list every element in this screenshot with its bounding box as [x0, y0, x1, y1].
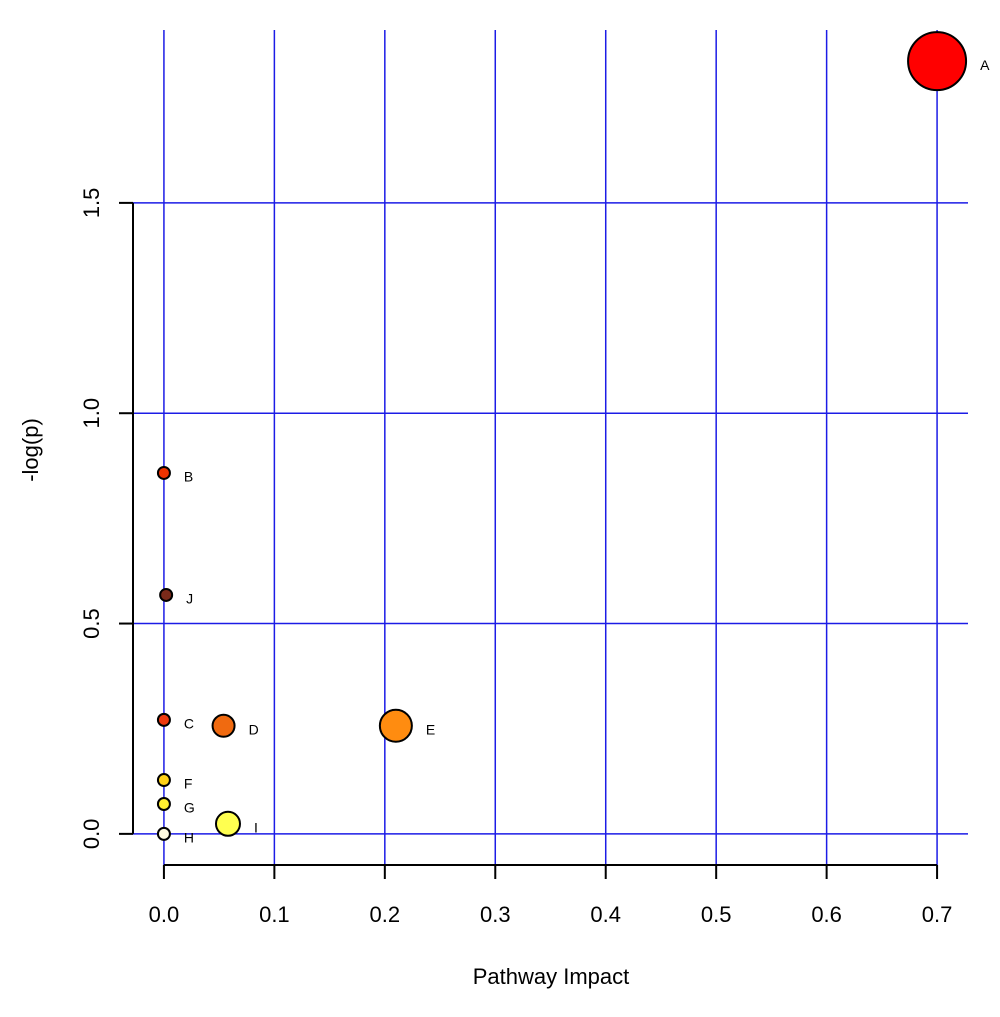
bubble: [159, 587, 174, 602]
bubble: [211, 713, 236, 738]
point-label: J: [186, 591, 193, 607]
point-label: A: [980, 57, 990, 73]
y-tick-label: 1.0: [79, 398, 104, 429]
bubble: [156, 712, 171, 727]
point-label: H: [184, 830, 194, 846]
bubble: [156, 465, 171, 480]
y-tick-label: 1.5: [79, 188, 104, 219]
point-label: G: [184, 800, 195, 816]
y-tick-label: 0.5: [79, 608, 104, 639]
point-label: E: [426, 721, 435, 737]
x-axis-label: Pathway Impact: [473, 964, 630, 989]
x-tick-label: 0.4: [590, 902, 621, 927]
bubble: [156, 773, 171, 788]
point-label: F: [184, 776, 193, 792]
y-axis-label: -log(p): [18, 418, 43, 482]
x-tick-label: 0.5: [701, 902, 732, 927]
bubble: [156, 826, 171, 841]
x-tick-label: 0.6: [811, 902, 842, 927]
x-tick-label: 0.2: [370, 902, 401, 927]
x-tick-label: 0.7: [922, 902, 953, 927]
point-label: C: [184, 716, 194, 732]
point-label: B: [184, 469, 193, 485]
y-tick-label: 0.0: [79, 819, 104, 850]
bubble: [214, 810, 241, 837]
bubble: [907, 31, 968, 92]
bubble: [378, 708, 413, 743]
point-label: D: [249, 721, 259, 737]
x-tick-label: 0.0: [149, 902, 180, 927]
point-label: I: [254, 819, 258, 835]
x-tick-label: 0.1: [259, 902, 290, 927]
x-tick-label: 0.3: [480, 902, 511, 927]
bubble: [156, 797, 171, 812]
